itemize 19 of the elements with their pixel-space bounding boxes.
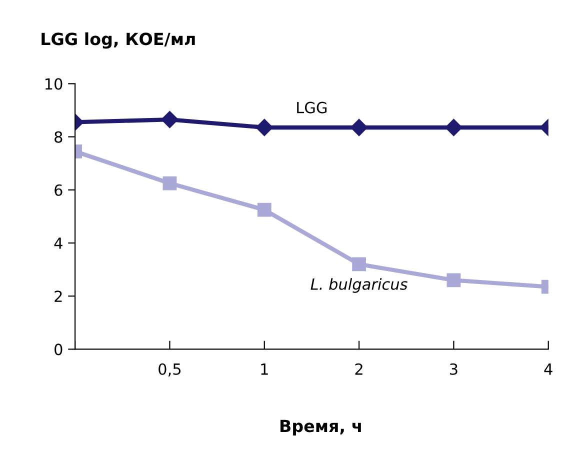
- x-tick-label: 3: [450, 363, 458, 375]
- x-axis-title: Время, ч: [280, 420, 361, 436]
- x-tick-label: 0,5: [158, 363, 181, 376]
- y-tick-label: 6: [54, 184, 62, 196]
- x-tick-label: 2: [355, 363, 362, 375]
- y-tick-label: 2: [54, 290, 62, 302]
- series-label: LGG: [297, 102, 327, 114]
- x-tick-label: 4: [544, 364, 552, 375]
- y-tick-label: 0: [54, 344, 62, 356]
- point: [352, 257, 366, 272]
- y-tick-label: 8: [54, 131, 62, 143]
- x-tick-label: 1: [261, 364, 268, 375]
- y-tick-label: 4: [54, 238, 62, 249]
- y-tick-label: 10: [45, 78, 62, 90]
- point: [350, 118, 368, 136]
- series-label: L. bulgaricus: [310, 278, 408, 293]
- y-axis-title: LGG log, КОЕ/мл: [42, 32, 195, 49]
- point: [256, 118, 273, 136]
- point: [257, 202, 272, 217]
